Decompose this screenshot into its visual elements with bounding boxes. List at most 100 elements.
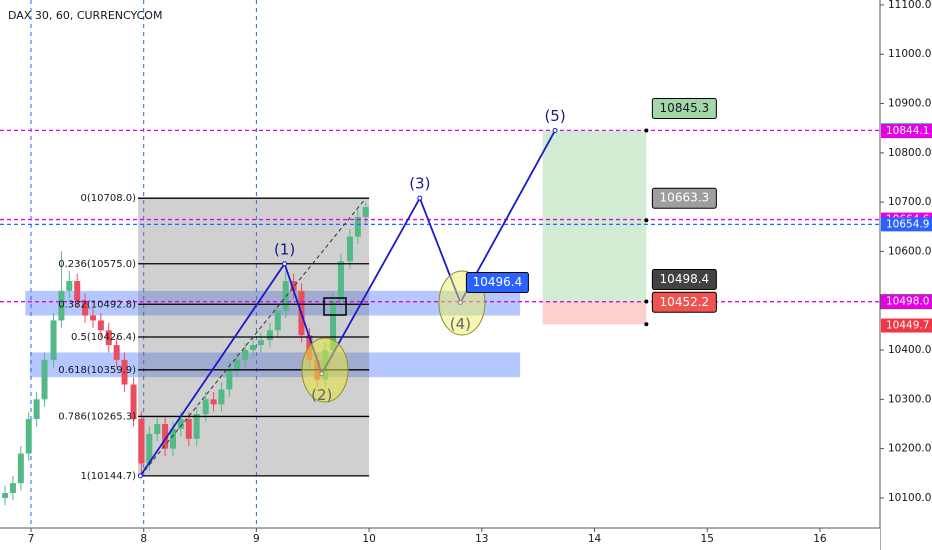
y-tick-label: 10100.0 — [888, 492, 931, 504]
price-label-box — [881, 217, 932, 232]
position-box — [651, 97, 717, 119]
y-tick-label: 10600.0 — [888, 245, 931, 257]
wave-ellipse — [301, 337, 349, 403]
candle-body — [290, 281, 297, 291]
fib-label: 0.236(10575.0) — [58, 259, 136, 270]
marker-box — [323, 297, 347, 316]
candle-body — [266, 330, 273, 341]
candle-body — [346, 236, 353, 262]
wave-point — [417, 195, 423, 201]
price-axis-bg — [880, 0, 932, 550]
x-tick-label: 16 — [813, 533, 827, 545]
candle-body — [354, 216, 361, 237]
chart-title: DAX 30, 60, CURRENCYCOM — [8, 9, 162, 22]
x-tick-label: 10 — [362, 533, 375, 545]
candle-body — [17, 453, 24, 484]
time-axis-bg — [0, 528, 880, 550]
candle-body — [89, 315, 96, 321]
wave-label: (5) — [544, 107, 565, 125]
candle-body — [154, 423, 161, 434]
x-tick-label: 14 — [588, 533, 602, 545]
candle-body — [58, 290, 65, 321]
position-label: 10663.3 — [660, 191, 710, 205]
y-tick-label: 10700.0 — [888, 196, 931, 208]
fib-trend — [139, 197, 367, 477]
candle-body — [250, 345, 257, 351]
y-tick-label: 10400.0 — [888, 344, 931, 356]
price-label: 10449.7 — [886, 320, 929, 332]
candle-body — [337, 261, 344, 301]
price-label-box — [881, 318, 932, 333]
target-zone — [542, 130, 647, 302]
fib-label: 0.5(10426.4) — [71, 332, 136, 343]
candle-body — [41, 359, 48, 400]
candle-body — [130, 384, 137, 420]
candle-body — [218, 389, 225, 405]
x-tick-label: 9 — [253, 533, 260, 545]
candle-body — [66, 281, 73, 291]
candle-body — [242, 350, 249, 360]
x-tick-label: 7 — [28, 533, 35, 545]
candle-body — [193, 414, 200, 439]
candle-body — [330, 300, 337, 351]
candle-body — [146, 433, 153, 464]
candle-body — [105, 330, 112, 346]
candle-body — [202, 399, 209, 415]
candle-body — [282, 281, 289, 311]
candle-body — [50, 320, 57, 360]
y-tick-label: 10200.0 — [888, 443, 931, 455]
position-dot — [644, 299, 649, 304]
wave-point — [282, 261, 288, 267]
fib-label: 1(10144.7) — [81, 471, 137, 482]
candle-body — [2, 492, 9, 498]
position-box — [651, 269, 717, 291]
candle-body — [274, 310, 281, 331]
price-label: 10844.1 — [886, 125, 929, 137]
candle-body — [226, 369, 233, 390]
fib-label: 0.786(10265.3) — [58, 411, 136, 422]
zone — [25, 290, 521, 316]
candle-body — [177, 419, 184, 429]
y-tick-label: 11100.0 — [888, 0, 931, 11]
wave-label: (4) — [450, 315, 471, 333]
position-box — [651, 291, 717, 313]
callout-box — [465, 272, 529, 294]
x-tick-label: 13 — [475, 533, 488, 545]
candle-body — [185, 419, 192, 439]
price-label: 10498.0 — [886, 296, 929, 308]
stop-zone — [542, 301, 647, 325]
fib-label: 0.618(10359.9) — [58, 365, 136, 376]
y-tick-label: 10900.0 — [888, 98, 931, 110]
candle-body — [82, 300, 89, 316]
wave-label: (3) — [409, 175, 430, 193]
candle-body — [170, 428, 177, 449]
candle-body — [362, 207, 369, 217]
price-label-box — [881, 294, 932, 309]
candle-body — [9, 483, 16, 493]
price-label: 10654.9 — [886, 218, 929, 230]
fib-label: 0.382(10492.8) — [58, 299, 136, 310]
x-tick-label: 15 — [701, 533, 714, 545]
zone — [29, 352, 521, 378]
candle-body — [257, 340, 264, 346]
y-tick-label: 10800.0 — [888, 147, 931, 159]
candle-body — [210, 399, 217, 405]
x-tick-label: 8 — [140, 533, 147, 545]
position-dot — [644, 218, 649, 223]
candle-body — [97, 320, 104, 331]
candle-body — [121, 359, 128, 385]
wave-point — [552, 127, 558, 133]
candle-body — [234, 359, 241, 370]
candle-body — [138, 419, 145, 464]
y-tick-label: 11000.0 — [888, 48, 931, 60]
callout-label: 10496.4 — [473, 275, 523, 289]
candle-body — [33, 399, 40, 420]
wave-label: (2) — [311, 386, 332, 404]
y-tick-label: 10300.0 — [888, 393, 931, 405]
fib-label: 0(10708.0) — [81, 193, 137, 204]
position-label: 10498.4 — [660, 272, 710, 286]
wave-point — [137, 473, 143, 479]
position-label: 10452.2 — [660, 295, 710, 309]
